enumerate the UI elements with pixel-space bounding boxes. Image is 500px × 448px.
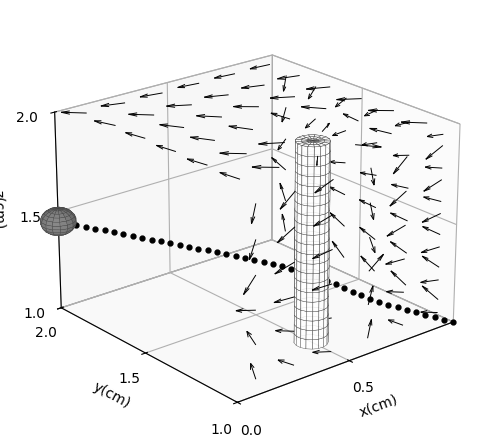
- Y-axis label: y(cm): y(cm): [90, 379, 132, 411]
- X-axis label: x(cm): x(cm): [357, 392, 400, 419]
